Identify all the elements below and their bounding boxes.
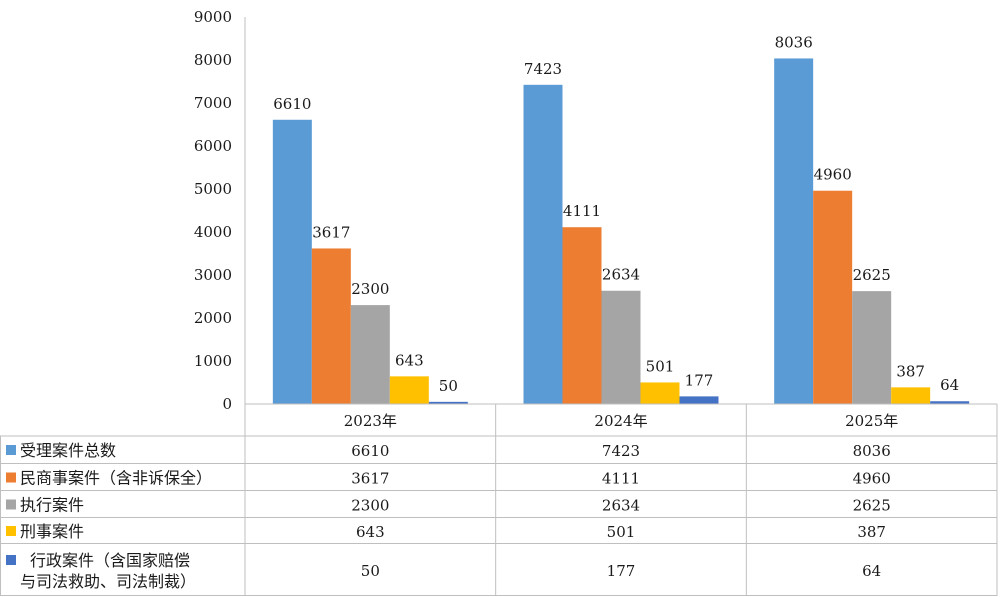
- table-cell: 177: [607, 562, 636, 580]
- y-tick-label: 7000: [194, 94, 232, 112]
- bar: [774, 58, 814, 405]
- bar: [350, 305, 390, 404]
- table-cell: 7423: [602, 442, 640, 460]
- data-label: 7423: [524, 60, 562, 78]
- data-labels: 6610 7423 8036 3617 4111 4960 2300 2634 2625 643 5…: [273, 33, 959, 394]
- y-tick-label: 2000: [194, 309, 232, 327]
- data-label: 2634: [602, 266, 640, 284]
- table-cell: 4960: [853, 470, 891, 488]
- y-tick-label: 8000: [194, 51, 232, 69]
- bar: [523, 84, 563, 404]
- legend-label: 受理案件总数: [20, 441, 116, 460]
- data-label: 2300: [351, 280, 389, 298]
- table-cell: 2634: [602, 497, 640, 515]
- bar: [562, 227, 602, 404]
- y-tick-label: 6000: [194, 137, 232, 155]
- y-tick-label: 0: [222, 395, 232, 413]
- bar: [311, 248, 351, 404]
- data-label: 2625: [853, 266, 891, 284]
- data-label: 501: [646, 357, 675, 375]
- bar: [272, 119, 312, 405]
- legend-key: [6, 526, 16, 536]
- table-cell: 2625: [853, 497, 891, 515]
- bar: [930, 401, 970, 404]
- table-cell: 50: [361, 562, 380, 580]
- table-cell: 501: [607, 523, 636, 541]
- data-label: 3617: [312, 223, 350, 241]
- category-label: 2023年: [344, 412, 397, 430]
- bar: [640, 382, 680, 404]
- legend-key: [6, 555, 16, 565]
- data-label: 64: [940, 376, 959, 394]
- bar: [891, 387, 931, 404]
- legend-label: 民商事案件（含非诉保全）: [20, 469, 212, 488]
- legend-label: 执行案件: [20, 496, 84, 515]
- legend-key: [6, 499, 16, 510]
- table-cell: 3617: [351, 470, 389, 488]
- table-cell: 4111: [602, 470, 640, 488]
- table-cell: 643: [356, 523, 385, 541]
- legend-label: 刑事案件: [20, 522, 84, 541]
- bars: [272, 58, 970, 405]
- table-cell: 6610: [351, 442, 389, 460]
- table-cell: 8036: [853, 442, 891, 460]
- table-cell: 2300: [351, 497, 389, 515]
- y-axis: 0 1000 2000 3000 4000 5000 6000 7000 8000 9000: [194, 8, 246, 413]
- data-label: 4111: [563, 202, 601, 220]
- bar: [852, 291, 892, 404]
- legend-label: 行政案件（含国家赔偿与司法救助、司法制裁）: [20, 551, 196, 591]
- y-tick-label: 1000: [194, 352, 232, 370]
- table-cell: 64: [862, 562, 881, 580]
- data-label: 387: [896, 362, 925, 380]
- legend-key: [6, 472, 16, 483]
- category-label: 2025年: [845, 412, 898, 430]
- category-label: 2024年: [594, 412, 647, 430]
- table-cell: 387: [857, 523, 886, 541]
- data-label: 50: [439, 377, 458, 395]
- y-tick-label: 3000: [194, 266, 232, 284]
- bar: [813, 190, 853, 404]
- y-tick-label: 9000: [194, 8, 232, 26]
- bar: [679, 396, 719, 404]
- data-label: 4960: [814, 166, 852, 184]
- y-tick-label: 4000: [194, 223, 232, 241]
- data-label: 8036: [775, 33, 813, 51]
- data-label: 643: [395, 351, 424, 369]
- y-tick-label: 5000: [194, 180, 232, 198]
- bar: [389, 376, 429, 404]
- bar: [601, 290, 641, 404]
- bar: [428, 401, 468, 404]
- data-label: 6610: [273, 95, 311, 113]
- data-label: 177: [685, 371, 714, 389]
- legend-key: [6, 445, 16, 455]
